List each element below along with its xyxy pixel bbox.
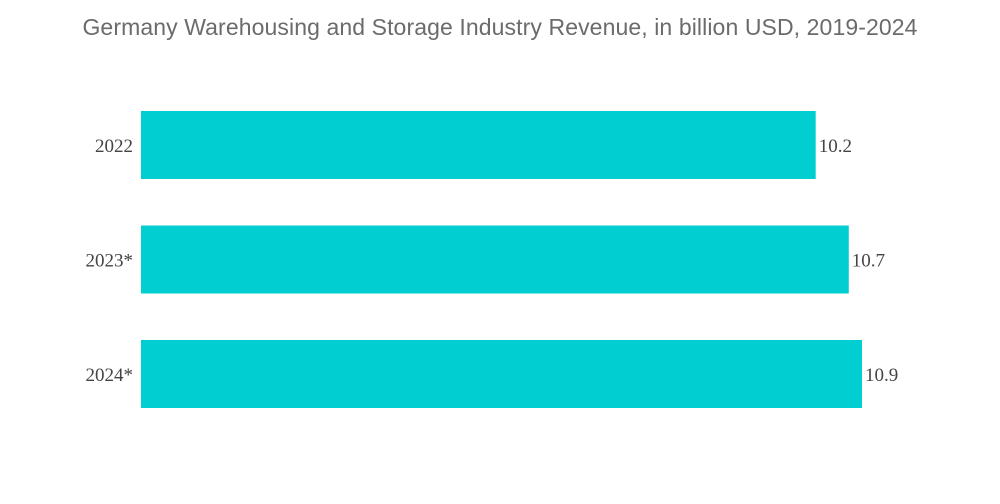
- bar-2024: [141, 340, 862, 408]
- bar-2022: [141, 111, 816, 179]
- value-label-2024: 10.9: [865, 365, 898, 386]
- value-label-2022: 10.2: [819, 136, 852, 157]
- category-label-2022: 2022: [95, 136, 133, 157]
- category-label-2023: 2023*: [86, 251, 134, 272]
- value-label-2023: 10.7: [852, 251, 885, 272]
- chart-title: Germany Warehousing and Storage Industry…: [82, 14, 918, 40]
- category-label-2024: 2024*: [86, 365, 134, 386]
- bar-2023: [141, 225, 849, 294]
